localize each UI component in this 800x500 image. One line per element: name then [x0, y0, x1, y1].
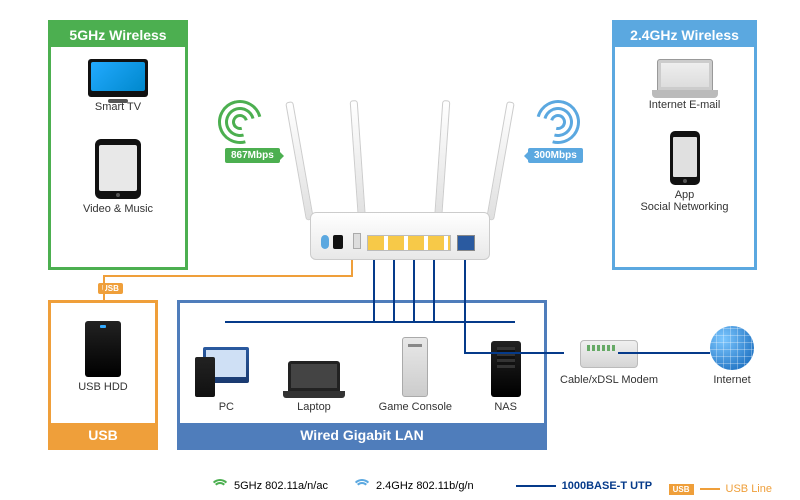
pc-icon: [203, 347, 249, 383]
badge-867mbps: 867Mbps: [225, 148, 280, 163]
wifi-5ghz-icon: [218, 100, 268, 150]
device-laptop: Laptop: [288, 361, 340, 413]
badge-300mbps: 300Mbps: [528, 148, 583, 163]
device-app-social: App Social Networking: [615, 131, 754, 213]
box-5ghz-wireless: 5GHz Wireless Smart TV Video & Music: [48, 20, 188, 270]
device-pc: PC: [203, 347, 249, 413]
line-usb: [351, 260, 353, 277]
legend-24ghz: 2.4GHz 802.11b/g/n: [376, 480, 474, 492]
wifi-arc-green-icon: [210, 477, 228, 495]
phone-icon: [670, 131, 700, 185]
legend-usb-row: USB USB Line: [669, 483, 772, 495]
box-5ghz-header: 5GHz Wireless: [51, 23, 185, 47]
nas-icon: [491, 341, 521, 397]
device-modem: Cable/xDSL Modem: [560, 340, 658, 386]
line-lan: [225, 321, 515, 323]
label-modem: Cable/xDSL Modem: [560, 374, 658, 386]
line-internet: [618, 352, 710, 354]
line-lan: [413, 260, 415, 322]
label-pc: PC: [203, 401, 249, 413]
antenna-icon: [434, 100, 450, 220]
modem-icon: [580, 340, 638, 368]
device-internet-email: Internet E-mail: [615, 59, 754, 111]
label-app: App: [615, 189, 754, 201]
legend-utp: 1000BASE-T UTP: [562, 480, 652, 492]
legend-usb-line: USB Line: [726, 483, 772, 495]
device-usb-hdd: USB HDD: [51, 321, 155, 393]
antenna-icon: [350, 100, 366, 220]
line-lan: [373, 260, 375, 322]
globe-icon: [710, 326, 754, 370]
tablet-icon: [95, 139, 141, 199]
device-internet: Internet: [710, 326, 754, 386]
label-usb-hdd: USB HDD: [51, 381, 155, 393]
label-internet: Internet: [710, 374, 754, 386]
antenna-icon: [486, 101, 515, 221]
usb-badge-icon: USB: [669, 484, 694, 495]
line-lan: [393, 260, 395, 322]
laptop-icon: [657, 59, 713, 91]
label-console: Game Console: [379, 401, 452, 413]
label-nas: NAS: [491, 401, 521, 413]
router-device: [280, 120, 520, 270]
box-usb: USB HDD USB: [48, 300, 158, 450]
console-icon: [402, 337, 428, 397]
line-usb-icon: [700, 488, 720, 490]
device-console: Game Console: [379, 337, 452, 413]
laptop-dark-icon: [288, 361, 340, 391]
router-body-icon: [310, 212, 490, 260]
legend-5ghz: 5GHz 802.11a/n/ac: [234, 480, 328, 492]
box-usb-footer: USB: [51, 423, 155, 447]
wifi-24ghz-icon: [536, 100, 586, 150]
label-internet-email: Internet E-mail: [615, 99, 754, 111]
box-24ghz-wireless: 2.4GHz Wireless Internet E-mail App Soci…: [612, 20, 757, 270]
device-smart-tv: Smart TV: [51, 59, 185, 113]
box-lan-footer: Wired Gigabit LAN: [180, 423, 544, 447]
box-24ghz-header: 2.4GHz Wireless: [615, 23, 754, 47]
hdd-icon: [85, 321, 121, 377]
line-lan: [433, 260, 435, 322]
line-utp-icon: [516, 485, 556, 487]
wifi-arc-blue-icon: [352, 477, 370, 495]
device-video-music: Video & Music: [51, 139, 185, 215]
badge-usb: USB: [98, 283, 123, 294]
tv-icon: [88, 59, 148, 97]
line-wan: [464, 352, 564, 354]
label-video-music: Video & Music: [51, 203, 185, 215]
label-social: Social Networking: [615, 201, 754, 213]
line-wan: [464, 260, 466, 352]
line-usb: [103, 275, 105, 300]
legend: 5GHz 802.11a/n/ac 2.4GHz 802.11b/g/n 100…: [210, 477, 652, 495]
label-laptop: Laptop: [288, 401, 340, 413]
line-usb: [103, 275, 353, 277]
